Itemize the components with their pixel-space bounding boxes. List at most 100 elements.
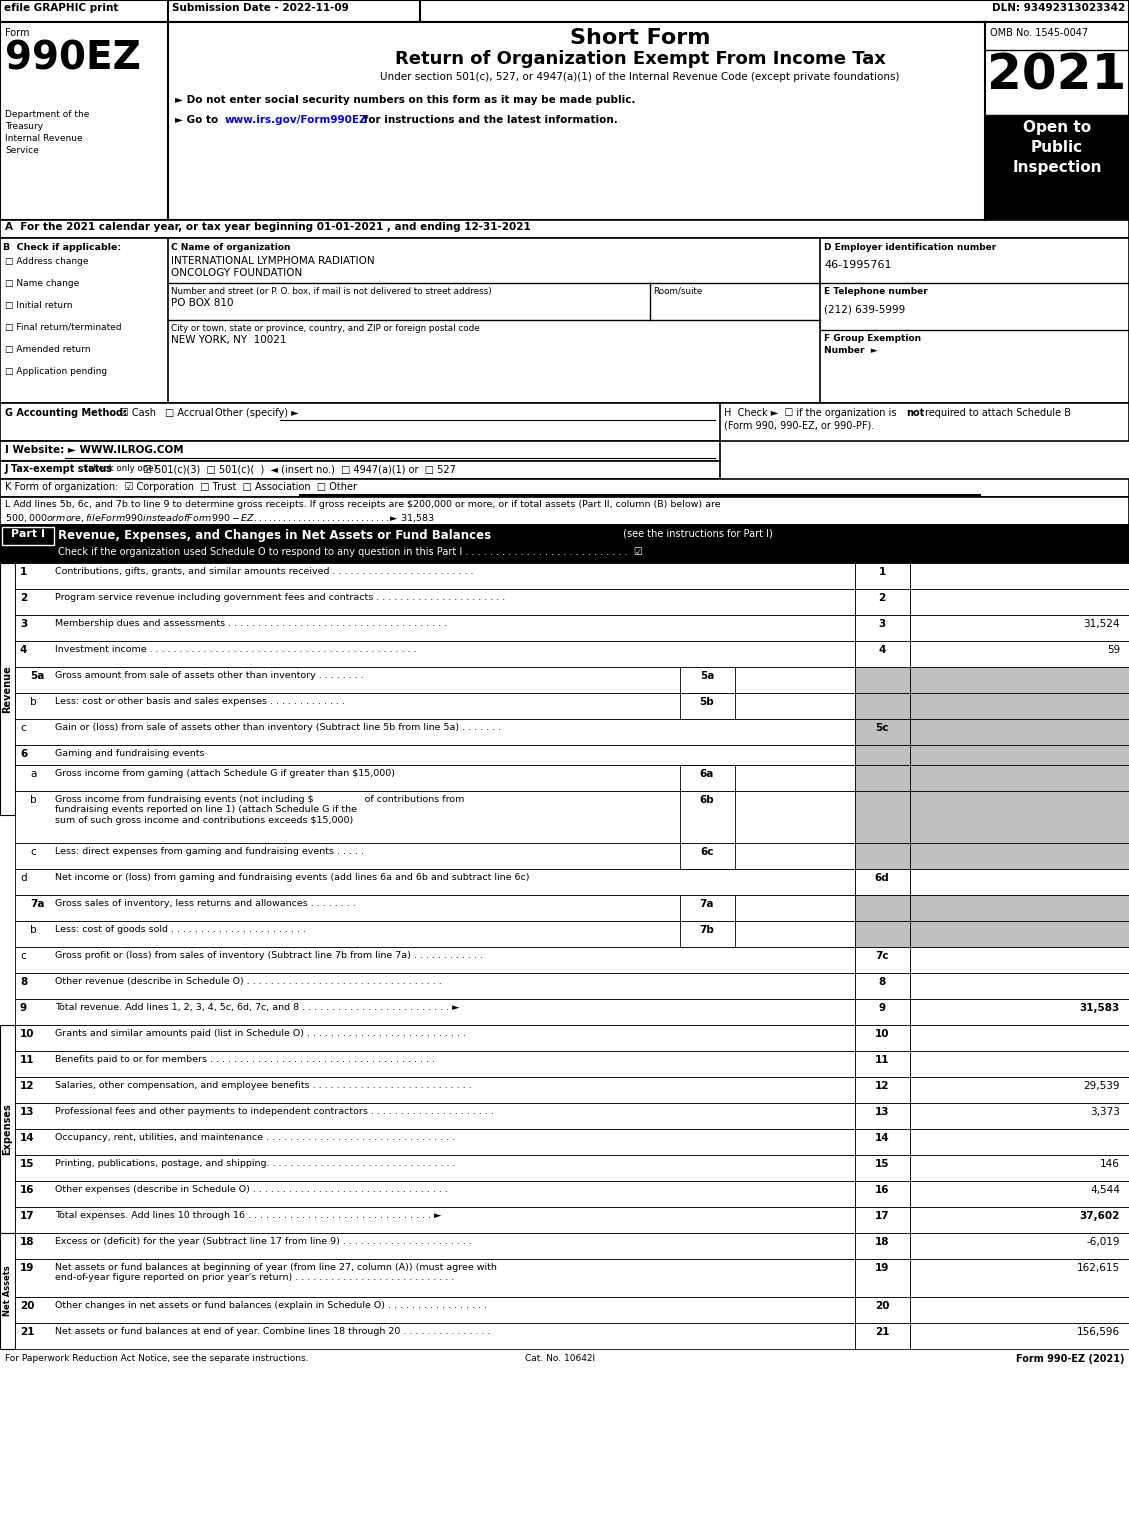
Text: Benefits paid to or for members . . . . . . . . . . . . . . . . . . . . . . . . : Benefits paid to or for members . . . . … bbox=[55, 1055, 435, 1064]
Bar bbox=[910, 1180, 1129, 1206]
Text: 1: 1 bbox=[878, 567, 885, 576]
Text: 3: 3 bbox=[20, 619, 27, 628]
Text: Revenue, Expenses, and Changes in Net Assets or Fund Balances: Revenue, Expenses, and Changes in Net As… bbox=[58, 529, 491, 541]
Bar bbox=[910, 1051, 1129, 1077]
Text: efile GRAPHIC print: efile GRAPHIC print bbox=[5, 3, 119, 14]
Bar bbox=[910, 1234, 1129, 1260]
Text: J Tax-exempt status: J Tax-exempt status bbox=[5, 464, 113, 474]
Text: Internal Revenue: Internal Revenue bbox=[5, 134, 82, 143]
Bar bbox=[15, 947, 855, 973]
Text: Less: cost or other basis and sales expenses . . . . . . . . . . . . .: Less: cost or other basis and sales expe… bbox=[55, 697, 345, 706]
Text: Form: Form bbox=[5, 27, 29, 38]
Bar bbox=[680, 895, 735, 921]
Text: 5b: 5b bbox=[700, 697, 715, 708]
Bar bbox=[855, 973, 910, 999]
Text: Gross income from fundraising events (not including $                 of contrib: Gross income from fundraising events (no… bbox=[55, 795, 464, 825]
Bar bbox=[910, 746, 1129, 766]
Bar bbox=[910, 895, 1129, 921]
Text: www.irs.gov/Form990EZ: www.irs.gov/Form990EZ bbox=[225, 114, 368, 125]
Bar bbox=[855, 1180, 910, 1206]
Text: 13: 13 bbox=[20, 1107, 35, 1116]
Bar bbox=[855, 843, 910, 869]
Text: Net Assets: Net Assets bbox=[3, 1266, 12, 1316]
Bar bbox=[910, 692, 1129, 718]
Bar bbox=[15, 1234, 855, 1260]
Bar bbox=[15, 843, 855, 869]
Text: 990EZ: 990EZ bbox=[5, 40, 141, 78]
Text: 16: 16 bbox=[20, 1185, 35, 1196]
Bar bbox=[855, 1077, 910, 1103]
Bar bbox=[0, 563, 15, 814]
Bar bbox=[910, 869, 1129, 895]
Bar bbox=[15, 1324, 855, 1350]
Text: 7b: 7b bbox=[700, 926, 715, 935]
Bar bbox=[0, 441, 720, 461]
Text: (Form 990, 990-EZ, or 990-PF).: (Form 990, 990-EZ, or 990-PF). bbox=[724, 419, 874, 430]
Text: L Add lines 5b, 6c, and 7b to line 9 to determine gross receipts. If gross recei: L Add lines 5b, 6c, and 7b to line 9 to … bbox=[5, 500, 720, 509]
Text: B  Check if applicable:: B Check if applicable: bbox=[3, 242, 121, 252]
Bar bbox=[910, 921, 1129, 947]
Text: 6d: 6d bbox=[875, 872, 890, 883]
Text: 20: 20 bbox=[875, 1301, 890, 1312]
Bar bbox=[855, 718, 910, 746]
Bar bbox=[680, 666, 735, 692]
Bar bbox=[910, 640, 1129, 666]
Text: (212) 639-5999: (212) 639-5999 bbox=[824, 305, 905, 316]
Bar bbox=[15, 869, 855, 895]
Bar bbox=[15, 1051, 855, 1077]
Text: Less: direct expenses from gaming and fundraising events . . . . .: Less: direct expenses from gaming and fu… bbox=[55, 846, 364, 856]
Text: b: b bbox=[30, 697, 36, 708]
Bar bbox=[680, 843, 735, 869]
Text: □ Name change: □ Name change bbox=[5, 279, 79, 288]
Bar bbox=[910, 843, 1129, 869]
Bar bbox=[15, 1154, 855, 1180]
Text: Other expenses (describe in Schedule O) . . . . . . . . . . . . . . . . . . . . : Other expenses (describe in Schedule O) … bbox=[55, 1185, 448, 1194]
Bar bbox=[855, 869, 910, 895]
Text: Program service revenue including government fees and contracts . . . . . . . . : Program service revenue including govern… bbox=[55, 593, 506, 602]
Text: Part I: Part I bbox=[11, 529, 45, 538]
Bar bbox=[0, 497, 1129, 525]
Bar bbox=[910, 615, 1129, 640]
Bar bbox=[910, 1077, 1129, 1103]
Text: Gain or (loss) from sale of assets other than inventory (Subtract line 5b from l: Gain or (loss) from sale of assets other… bbox=[55, 723, 501, 732]
Text: 17: 17 bbox=[20, 1211, 35, 1222]
Bar bbox=[910, 999, 1129, 1025]
Text: 19: 19 bbox=[875, 1263, 890, 1273]
Bar bbox=[2, 528, 54, 544]
Text: 10: 10 bbox=[20, 1029, 35, 1039]
Text: Gross amount from sale of assets other than inventory . . . . . . . .: Gross amount from sale of assets other t… bbox=[55, 671, 364, 680]
Text: Room/suite: Room/suite bbox=[653, 287, 702, 296]
Bar bbox=[0, 461, 720, 479]
Bar bbox=[15, 1025, 855, 1051]
Text: NEW YORK, NY  10021: NEW YORK, NY 10021 bbox=[170, 336, 287, 345]
Text: 12: 12 bbox=[875, 1081, 890, 1090]
Bar bbox=[855, 666, 910, 692]
Text: 156,596: 156,596 bbox=[1077, 1327, 1120, 1337]
Bar bbox=[15, 640, 855, 666]
Text: 6: 6 bbox=[20, 749, 27, 759]
Text: 7a: 7a bbox=[700, 900, 715, 909]
Text: Other (specify) ►: Other (specify) ► bbox=[215, 409, 299, 418]
Text: 3,373: 3,373 bbox=[1091, 1107, 1120, 1116]
Bar bbox=[15, 589, 855, 615]
Bar bbox=[855, 947, 910, 973]
Text: Membership dues and assessments . . . . . . . . . . . . . . . . . . . . . . . . : Membership dues and assessments . . . . … bbox=[55, 619, 447, 628]
Bar bbox=[15, 791, 855, 843]
Text: 31,583: 31,583 bbox=[1079, 1003, 1120, 1013]
Text: 59: 59 bbox=[1106, 645, 1120, 656]
Text: c: c bbox=[30, 846, 36, 857]
Bar bbox=[15, 1260, 855, 1296]
Text: 11: 11 bbox=[875, 1055, 890, 1064]
Bar bbox=[15, 921, 855, 947]
Text: d: d bbox=[20, 872, 27, 883]
Text: 13: 13 bbox=[875, 1107, 890, 1116]
Bar bbox=[15, 563, 855, 589]
Bar bbox=[984, 114, 1129, 220]
Bar bbox=[910, 1296, 1129, 1324]
Text: D Employer identification number: D Employer identification number bbox=[824, 242, 996, 252]
Bar bbox=[855, 999, 910, 1025]
Bar bbox=[15, 895, 855, 921]
Text: □ Amended return: □ Amended return bbox=[5, 345, 90, 354]
Text: c: c bbox=[20, 723, 26, 734]
Bar bbox=[15, 1103, 855, 1128]
